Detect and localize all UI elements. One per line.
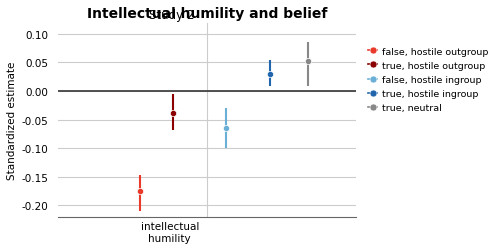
Y-axis label: Standardized estimate: Standardized estimate xyxy=(7,61,17,179)
Legend: false, hostile outgroup, true, hostile outgroup, false, hostile ingroup, true, h: false, hostile outgroup, true, hostile o… xyxy=(364,44,492,117)
Text: Study 2: Study 2 xyxy=(148,8,194,22)
Title: Intellectual humility and belief: Intellectual humility and belief xyxy=(87,7,327,21)
